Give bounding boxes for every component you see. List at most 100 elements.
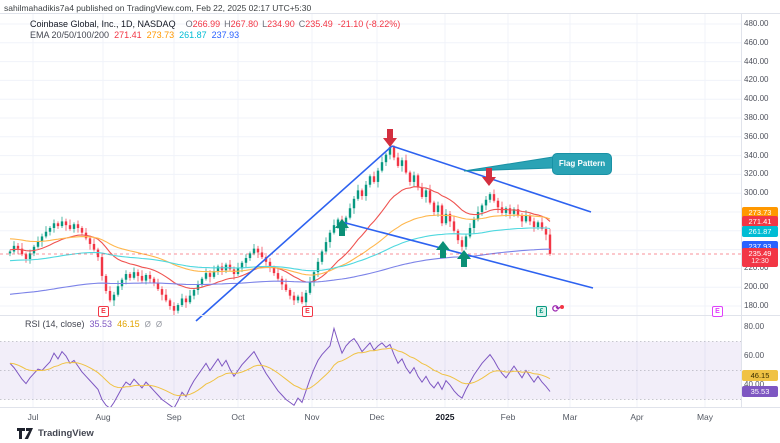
rsi-line[interactable] <box>9 326 551 408</box>
candle-body <box>260 252 264 258</box>
candle-body <box>448 213 452 222</box>
ema100-line[interactable] <box>9 227 551 272</box>
earnings-past-badge[interactable]: E <box>98 306 109 317</box>
signal-arrows[interactable] <box>335 129 496 267</box>
up-arrow-marker[interactable] <box>457 250 471 267</box>
rsi-series <box>9 326 551 408</box>
rsi-axis-tick[interactable]: 40.00 <box>744 380 765 389</box>
header-divider <box>0 13 780 14</box>
price-axis-tick[interactable]: 400.00 <box>744 94 769 103</box>
candle-body <box>440 205 444 224</box>
candle-body <box>68 225 72 229</box>
candle-body <box>332 225 336 233</box>
candle-body <box>544 228 548 235</box>
price-axis-tick[interactable]: 340.00 <box>744 151 769 160</box>
price-axis-tick[interactable]: 300.00 <box>744 188 769 197</box>
price-axis-tick[interactable]: 460.00 <box>744 38 769 47</box>
candle-body <box>392 147 396 158</box>
candle-body <box>548 234 552 254</box>
ema20-line[interactable] <box>9 186 551 290</box>
candle-body <box>220 266 224 271</box>
candle-body <box>52 223 56 228</box>
candle-body <box>328 232 332 243</box>
flag-pattern-callout[interactable]: Flag Pattern <box>552 153 612 175</box>
more-options-icon[interactable]: Ø <box>155 320 163 329</box>
price-axis-label: 237.93 <box>742 241 778 252</box>
visibility-icon[interactable]: Ø <box>144 320 151 329</box>
candle-body <box>432 202 436 212</box>
event-flash-icon[interactable]: ⟳ <box>552 304 561 315</box>
price-axis-tick[interactable]: 360.00 <box>744 132 769 141</box>
price-axis-tick[interactable]: 480.00 <box>744 19 769 28</box>
candle-body <box>116 286 120 295</box>
rsi-legend[interactable]: RSI (14, close) 35.53 46.15 Ø Ø <box>25 319 167 329</box>
tradingview-logo[interactable]: TradingView <box>16 427 94 440</box>
up-arrow-marker[interactable] <box>335 219 349 236</box>
candle-body <box>308 282 312 293</box>
time-axis-tick[interactable]: Dec <box>369 412 385 422</box>
time-axis-tick[interactable]: Oct <box>231 412 245 422</box>
price-axis-label: 235.49 12:30 <box>742 248 778 267</box>
candle-body <box>408 172 412 182</box>
time-axis-tick[interactable]: Mar <box>562 412 578 422</box>
down-arrow-marker[interactable] <box>482 168 496 186</box>
earnings-future-badge[interactable]: E <box>712 306 723 317</box>
notification-dot <box>560 305 564 309</box>
candle-body <box>452 221 456 231</box>
candle-body <box>460 240 464 247</box>
candle-body <box>400 160 404 166</box>
candle-body <box>8 251 12 254</box>
candle-body <box>128 274 132 278</box>
candlestick-series[interactable] <box>8 143 552 315</box>
time-axis-tick[interactable]: Apr <box>630 412 644 422</box>
price-axis-tick[interactable]: 220.00 <box>744 263 769 272</box>
rsi-label: RSI (14, close) <box>25 319 85 329</box>
time-axis-tick[interactable]: Sep <box>166 412 182 422</box>
change-value: -21.10 (-8.22%) <box>337 19 401 29</box>
rsi-axis-tick[interactable]: 60.00 <box>744 351 765 360</box>
time-axis-tick[interactable]: Aug <box>95 412 111 422</box>
rsi-axis-tick[interactable]: 80.00 <box>744 322 765 331</box>
price-axis-label: 271.41 <box>742 216 778 227</box>
event-money-badge[interactable]: £ <box>536 306 547 317</box>
candle-body <box>376 170 380 182</box>
candle-body <box>276 273 280 279</box>
price-axis-tick[interactable]: 440.00 <box>744 57 769 66</box>
time-axis-tick[interactable]: May <box>696 412 714 422</box>
trendlines[interactable] <box>195 145 594 322</box>
candle-body <box>352 198 356 209</box>
symbol-legend[interactable]: Coinbase Global, Inc., 1D, NASDAQ O266.99… <box>30 19 400 29</box>
time-axis-tick[interactable]: 2025 <box>435 412 455 422</box>
candle-body <box>12 245 16 252</box>
time-axis-tick[interactable]: Jul <box>27 412 39 422</box>
price-axis-tick[interactable]: 320.00 <box>744 169 769 178</box>
time-axis-tick[interactable]: Nov <box>304 412 320 422</box>
symbol-title[interactable]: Coinbase Global, Inc., 1D, NASDAQ <box>30 19 176 29</box>
price-axis-tick[interactable]: 380.00 <box>744 113 769 122</box>
candle-body <box>44 231 48 237</box>
trendline[interactable] <box>195 145 393 322</box>
rsi-ma-value: 46.15 <box>117 319 140 329</box>
ema-label: EMA 20/50/100/200 <box>30 30 110 40</box>
ema200-value: 237.93 <box>211 30 240 40</box>
bar-countdown: 12:30 <box>751 258 769 265</box>
down-arrow-marker[interactable] <box>383 129 397 147</box>
candle-body <box>204 273 208 279</box>
price-axis-tick[interactable]: 180.00 <box>744 301 769 310</box>
rsi-ma-line[interactable] <box>9 347 551 397</box>
candle-body <box>216 266 220 272</box>
low-label: L <box>262 19 268 29</box>
pane-divider <box>0 315 780 316</box>
price-axis-tick[interactable]: 420.00 <box>744 75 769 84</box>
ema-legend[interactable]: EMA 20/50/100/200 271.41 273.73 261.87 237.9… <box>30 30 244 40</box>
time-axis-tick[interactable]: Feb <box>500 412 516 422</box>
high-label: H <box>224 19 231 29</box>
up-arrow-marker[interactable] <box>436 241 450 258</box>
earnings-past-badge[interactable]: E <box>302 306 313 317</box>
price-axis-label: 261.87 <box>742 226 778 237</box>
ema50-line[interactable] <box>9 214 551 276</box>
candle-body <box>168 300 172 306</box>
price-axis-tick[interactable]: 200.00 <box>744 282 769 291</box>
candle-body <box>484 199 488 206</box>
